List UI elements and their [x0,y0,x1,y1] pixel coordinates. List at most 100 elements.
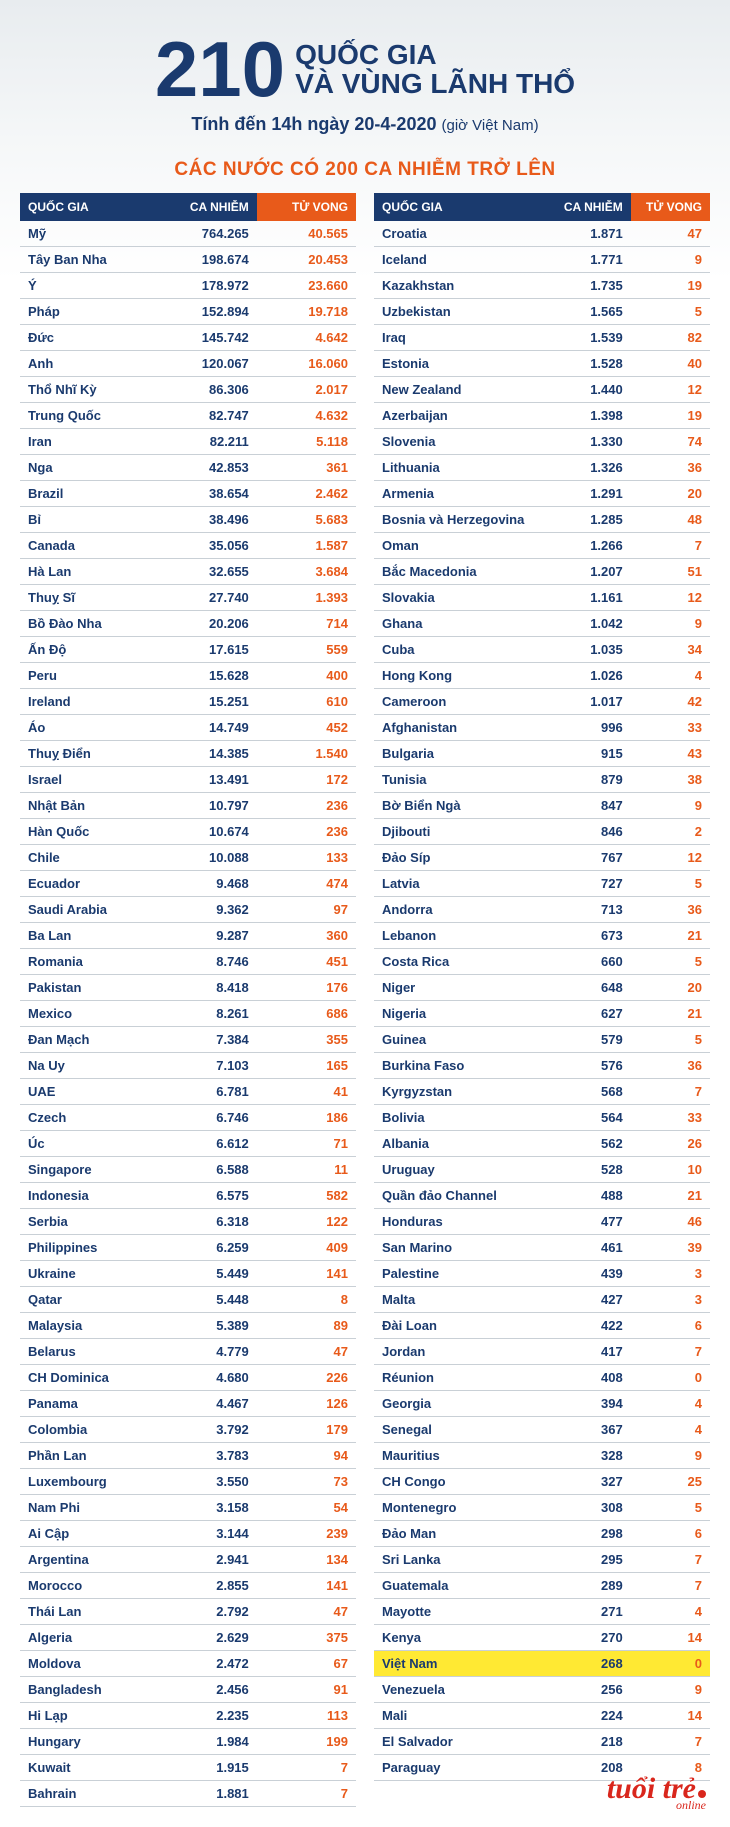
cell-deaths: 7 [631,533,710,559]
cell-deaths: 7 [631,1547,710,1573]
cell-cases: 5.448 [154,1287,257,1313]
table-row: Moldova2.47267 [20,1651,356,1677]
cell-country: Peru [20,663,154,689]
cell-deaths: 236 [257,819,356,845]
cell-cases: 1.871 [548,221,630,247]
cell-country: Ecuador [20,871,154,897]
cell-deaths: 33 [631,1105,710,1131]
cell-cases: 35.056 [154,533,257,559]
cell-deaths: 3 [631,1261,710,1287]
cell-deaths: 4.642 [257,325,356,351]
cell-deaths: 5 [631,871,710,897]
cell-cases: 256 [548,1677,630,1703]
table-row: Nga42.853361 [20,455,356,481]
cell-cases: 268 [548,1651,630,1677]
cell-country: Israel [20,767,154,793]
cell-deaths: 12 [631,377,710,403]
data-table-left: QUỐC GIA CA NHIỄM TỬ VONG Mỹ764.26540.56… [20,193,356,1807]
cell-country: Bắc Macedonia [374,559,548,585]
cell-country: Thuỵ Điển [20,741,154,767]
table-right-col: QUỐC GIA CA NHIỄM TỬ VONG Croatia1.87147… [374,193,710,1807]
cell-country: Brazil [20,481,154,507]
cell-country: Montenegro [374,1495,548,1521]
cell-deaths: 1.587 [257,533,356,559]
cell-cases: 32.655 [154,559,257,585]
cell-country: Nga [20,455,154,481]
table-row: Czech6.746186 [20,1105,356,1131]
cell-deaths: 12 [631,585,710,611]
table-row: Croatia1.87147 [374,221,710,247]
cell-cases: 1.528 [548,351,630,377]
cell-deaths: 239 [257,1521,356,1547]
cell-country: Qatar [20,1287,154,1313]
th-country: QUỐC GIA [374,193,548,221]
cell-deaths: 133 [257,845,356,871]
cell-cases: 394 [548,1391,630,1417]
cell-cases: 673 [548,923,630,949]
cell-deaths: 4 [631,1417,710,1443]
cell-cases: 6.588 [154,1157,257,1183]
cell-cases: 461 [548,1235,630,1261]
cell-country: Croatia [374,221,548,247]
table-row: Armenia1.29120 [374,481,710,507]
cell-country: Mexico [20,1001,154,1027]
cell-country: Indonesia [20,1183,154,1209]
cell-cases: 198.674 [154,247,257,273]
cell-cases: 713 [548,897,630,923]
cell-cases: 1.042 [548,611,630,637]
cell-country: Kazakhstan [374,273,548,299]
cell-country: Đan Mạch [20,1027,154,1053]
table-row: San Marino46139 [374,1235,710,1261]
cell-deaths: 4 [631,1391,710,1417]
table-row: Na Uy7.103165 [20,1053,356,1079]
table-row: Georgia3944 [374,1391,710,1417]
cell-deaths: 21 [631,1183,710,1209]
cell-cases: 648 [548,975,630,1001]
cell-deaths: 4 [631,1599,710,1625]
cell-country: Burkina Faso [374,1053,548,1079]
cell-deaths: 40.565 [257,221,356,247]
cell-deaths: 126 [257,1391,356,1417]
table-row: Iraq1.53982 [374,325,710,351]
table-row: Áo14.749452 [20,715,356,741]
cell-deaths: 0 [631,1651,710,1677]
cell-country: Singapore [20,1157,154,1183]
cell-deaths: 409 [257,1235,356,1261]
cell-cases: 1.291 [548,481,630,507]
cell-cases: 477 [548,1209,630,1235]
infographic-container: 210 QUỐC GIA VÀ VÙNG LÃNH THỔ Tính đến 1… [0,0,730,1827]
table-row: Thái Lan2.79247 [20,1599,356,1625]
table-row: Mali22414 [374,1703,710,1729]
table-row: Hungary1.984199 [20,1729,356,1755]
cell-deaths: 559 [257,637,356,663]
cell-country: Mauritius [374,1443,548,1469]
table-row: Kyrgyzstan5687 [374,1079,710,1105]
table-row: Saudi Arabia9.36297 [20,897,356,923]
cell-cases: 1.440 [548,377,630,403]
cell-cases: 528 [548,1157,630,1183]
cell-deaths: 7 [631,1573,710,1599]
cell-deaths: 451 [257,949,356,975]
cell-deaths: 67 [257,1651,356,1677]
cell-cases: 417 [548,1339,630,1365]
table-row: Canada35.0561.587 [20,533,356,559]
cell-cases: 271 [548,1599,630,1625]
table-row: New Zealand1.44012 [374,377,710,403]
cell-country: Iraq [374,325,548,351]
table-header-row: QUỐC GIA CA NHIỄM TỬ VONG [374,193,710,221]
cell-cases: 20.206 [154,611,257,637]
table-row: Costa Rica6605 [374,949,710,975]
cell-cases: 6.612 [154,1131,257,1157]
cell-country: Afghanistan [374,715,548,741]
title-line2: VÀ VÙNG LÃNH THỔ [295,69,575,98]
cell-country: Paraguay [374,1755,548,1781]
table-row: Bangladesh2.45691 [20,1677,356,1703]
cell-deaths: 474 [257,871,356,897]
cell-deaths: 11 [257,1157,356,1183]
cell-country: Ireland [20,689,154,715]
cell-deaths: 141 [257,1573,356,1599]
cell-deaths: 89 [257,1313,356,1339]
cell-country: Uruguay [374,1157,548,1183]
table-row: UAE6.78141 [20,1079,356,1105]
cell-country: Luxembourg [20,1469,154,1495]
